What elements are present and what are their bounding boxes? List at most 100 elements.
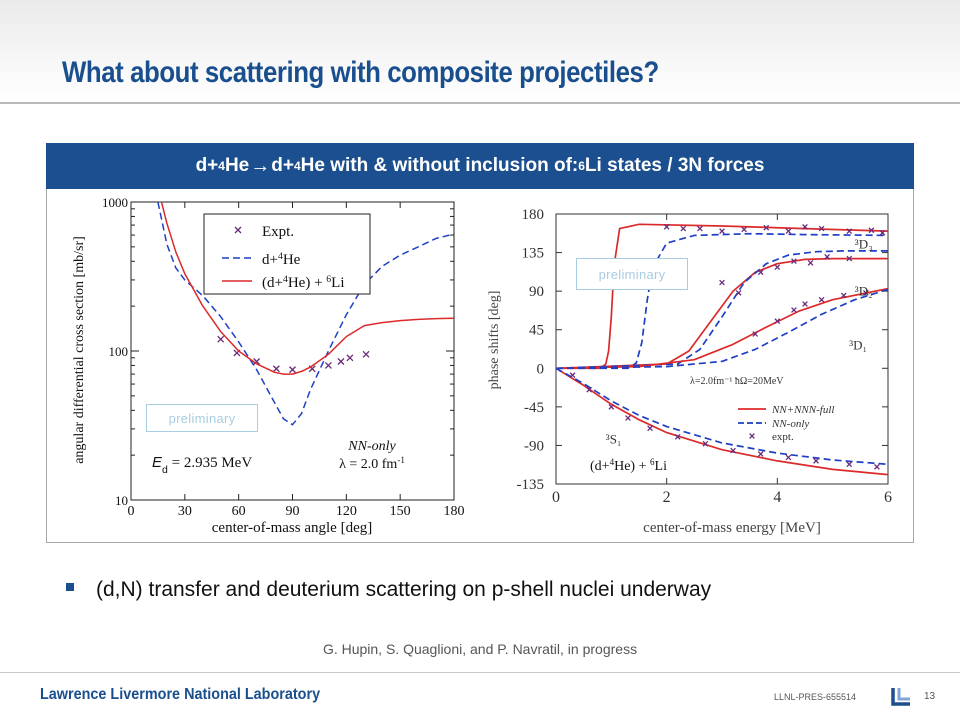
expt-data-point xyxy=(289,366,296,374)
phase-shift-expt-point xyxy=(840,292,847,299)
legend-expt-label: Expt. xyxy=(262,224,294,240)
phase-shift-expt-point xyxy=(674,433,681,440)
left-plot-area xyxy=(157,202,454,426)
phase-shift-expt-point xyxy=(846,461,853,468)
page-number: 13 xyxy=(924,691,936,702)
nn-nnn-full-curve xyxy=(556,257,888,370)
legend-expt-label: expt. xyxy=(772,431,794,443)
parameter-label: λ=2.0fm⁻¹ ħΩ=20MeV xyxy=(690,376,784,387)
nn-nnn-full-curve xyxy=(556,223,888,370)
cross-section-chart: angular differential cross section [mb/s… xyxy=(72,195,465,536)
phase-shift-expt-point xyxy=(818,225,825,232)
banner-sup-2: 4 xyxy=(293,159,301,173)
header-background xyxy=(0,0,960,102)
phase-shift-expt-point xyxy=(802,223,808,230)
expt-data-point xyxy=(362,350,370,358)
banner-text-1: d+ xyxy=(195,155,219,176)
nn-only-label: NN-only xyxy=(347,439,396,454)
left-xlabel: center-of-mass angle [deg] xyxy=(212,520,372,536)
legend-expt-marker xyxy=(749,433,755,439)
legend-red-label: (d+4He) + 6Li xyxy=(262,274,345,292)
llnl-logo-icon xyxy=(891,688,910,706)
phase-shift-expt-point xyxy=(757,269,764,276)
footer-divider xyxy=(0,672,960,673)
left-ytick-label: 1000 xyxy=(102,195,128,210)
document-code: LLNL-PRES-655514 xyxy=(774,692,857,702)
banner-sup-3: 6 xyxy=(578,159,585,173)
preliminary-watermark-right: preliminary xyxy=(576,258,688,290)
phase-shift-expt-point xyxy=(824,253,830,260)
right-ytick-label: 45 xyxy=(529,323,544,339)
right-ylabel: phase shifts [deg] xyxy=(487,291,502,390)
phase-shift-expt-point xyxy=(774,264,781,271)
nn-nnn-full-curve xyxy=(556,287,888,370)
phase-shift-expt-point xyxy=(702,440,709,447)
d-4he-6li-curve xyxy=(160,202,454,375)
phase-shift-expt-point xyxy=(608,403,615,410)
phase-shift-expt-point xyxy=(719,228,725,235)
phase-shift-expt-point xyxy=(763,224,770,231)
expt-data-point xyxy=(346,354,354,362)
legend-full-label: NN+NNN-full xyxy=(771,404,834,416)
legend-expt-marker xyxy=(234,226,242,234)
phase-shift-expt-point xyxy=(625,415,631,421)
left-ylabel: angular differential cross section [mb/s… xyxy=(72,236,87,464)
left-ytick-label: 10 xyxy=(115,493,128,508)
phase-shift-expt-point xyxy=(818,296,825,303)
expt-data-point xyxy=(217,335,225,343)
page-title: What about scattering with composite pro… xyxy=(62,56,659,89)
lab-name: Lawrence Livermore National Laboratory xyxy=(40,686,321,703)
expt-data-point xyxy=(272,365,280,373)
phase-shift-expt-point xyxy=(846,255,853,262)
right-xtick-label: 6 xyxy=(884,489,892,506)
right-ytick-label: -135 xyxy=(517,477,545,493)
arrow-icon: → xyxy=(250,154,271,177)
phase-shift-expt-point xyxy=(807,259,814,266)
partial-wave-label: ³D₂ xyxy=(855,283,873,298)
right-xtick-label: 4 xyxy=(773,489,781,506)
citation: G. Hupin, S. Quaglioni, and P. Navratil,… xyxy=(322,641,638,657)
banner-sup-1: 4 xyxy=(218,159,225,173)
left-legend: Expt. d+4He (d+4He) + 6Li xyxy=(203,213,371,295)
banner-text-4: He with & without inclusion of: xyxy=(300,155,579,176)
phase-shift-expt-point xyxy=(569,372,576,379)
expt-data-point xyxy=(337,358,345,365)
right-plot-frame xyxy=(555,213,889,485)
bullet-square-icon xyxy=(66,583,74,592)
phase-shift-expt-point xyxy=(752,331,759,337)
left-xtick-label: 150 xyxy=(390,504,411,519)
nn-nnn-full-curve xyxy=(556,367,888,476)
phase-shift-expt-point xyxy=(719,279,725,286)
left-xtick-label: 90 xyxy=(286,504,300,519)
partial-wave-label: ³D₁ xyxy=(849,337,867,352)
phase-shift-expt-point xyxy=(735,289,742,296)
phase-shift-expt-point xyxy=(791,258,797,265)
right-xtick-label: 0 xyxy=(552,489,560,506)
phase-shift-expt-point xyxy=(757,451,764,457)
nn-only-curve xyxy=(556,250,888,370)
right-xlabel: center-of-mass energy [MeV] xyxy=(643,520,821,536)
phase-shift-expt-point xyxy=(846,228,853,235)
right-ytick-label: 0 xyxy=(537,361,545,377)
title-divider xyxy=(0,102,960,104)
banner-text-5: Li states / 3N forces xyxy=(584,155,765,176)
legend-nn-label: NN-only xyxy=(771,418,809,430)
banner-text-2: He xyxy=(224,155,250,176)
phase-shift-expt-point xyxy=(874,463,880,470)
figure-frame xyxy=(46,143,914,543)
phase-shift-expt-point xyxy=(741,226,747,233)
left-xtick-label: 180 xyxy=(444,504,465,519)
left-xtick-label: 60 xyxy=(232,504,246,519)
phase-shift-expt-point xyxy=(813,457,819,464)
nn-only-curve xyxy=(556,367,888,466)
right-ytick-label: 180 xyxy=(522,207,545,223)
expt-data-point xyxy=(324,361,332,369)
energy-label: Ed = 2.935 MeV xyxy=(152,454,252,476)
figure-banner: d+ 4 He → d+ 4 He with & without inclusion of:… xyxy=(46,143,914,189)
lambda-label: λ = 2.0 fm-1 xyxy=(339,455,405,472)
bullet-item: (d,N) transfer and deuterium scattering … xyxy=(66,578,711,602)
phase-shift-expt-point xyxy=(586,386,593,393)
right-ytick-label: -45 xyxy=(524,400,544,416)
phase-shift-expt-point xyxy=(680,225,687,232)
